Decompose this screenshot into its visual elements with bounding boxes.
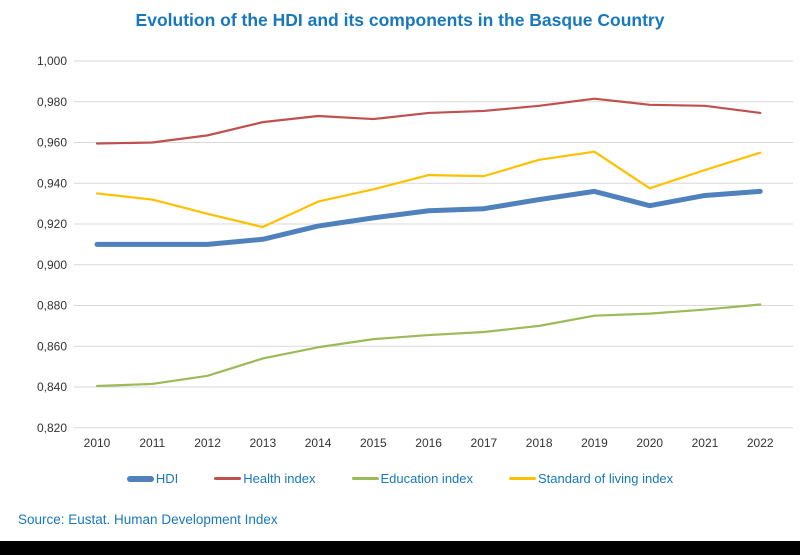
- legend-item-standard-of-living-index: Standard of living index: [509, 471, 673, 486]
- series-line-standard-of-living-index: [95, 150, 762, 229]
- series-line-education-index: [95, 303, 762, 388]
- y-axis-tick-label: 0,900: [37, 258, 67, 272]
- legend-label: HDI: [155, 471, 179, 486]
- x-axis-tick-label: 2021: [692, 436, 719, 450]
- x-axis-tick-label: 2012: [194, 436, 221, 450]
- legend-item-health-index: Health index: [214, 471, 316, 486]
- x-axis-tick-label: 2013: [249, 436, 276, 450]
- y-axis-tick-label: 1,000: [37, 54, 67, 68]
- y-axis-tick-label: 0,920: [37, 217, 67, 231]
- x-axis-tick-label: 2022: [747, 436, 774, 450]
- x-axis-tick-label: 2016: [415, 436, 442, 450]
- legend-item-hdi: HDI: [126, 471, 179, 486]
- legend-swatch: [214, 477, 242, 480]
- source-note: Source: Eustat. Human Development Index: [18, 512, 278, 527]
- chart-title: Evolution of the HDI and its components …: [135, 10, 665, 30]
- legend-label: Standard of living index: [538, 471, 674, 486]
- series-line-hdi: [94, 188, 763, 247]
- x-axis-tick-label: 2017: [471, 436, 498, 450]
- y-axis-tick-label: 0,940: [37, 176, 67, 190]
- line-chart-plot-area: 1,000 0,980 0,960 0,940 0,920 0,900 0,880 0,860…: [37, 54, 793, 450]
- y-axis-tick-label: 0,960: [37, 136, 67, 150]
- legend-swatch: [509, 477, 537, 480]
- y-axis-tick-label: 0,880: [37, 299, 67, 313]
- legend-label: Health index: [243, 471, 316, 486]
- chart-legend: HDI Health index Education index Standard o…: [0, 471, 800, 486]
- legend-swatch: [126, 475, 154, 482]
- y-axis-tick-label: 0,840: [37, 380, 67, 394]
- y-axis-tick-label: 0,980: [37, 95, 67, 109]
- x-axis-tick-label: 2020: [636, 436, 663, 450]
- x-axis-tick-label: 2015: [360, 436, 387, 450]
- x-axis-tick-label: 2018: [526, 436, 553, 450]
- legend-label: Education index: [380, 471, 474, 486]
- legend-item-education-index: Education index: [351, 471, 474, 486]
- series-line-health-index: [95, 97, 762, 145]
- x-axis-tick-label: 2010: [84, 436, 111, 450]
- y-axis-tick-label: 0,820: [37, 421, 67, 435]
- x-axis-tick-label: 2011: [139, 436, 165, 450]
- y-axis-tick-label: 0,860: [37, 339, 67, 353]
- x-axis-tick-label: 2014: [305, 436, 332, 450]
- footer-black-bar: [0, 541, 800, 555]
- legend-swatch: [351, 477, 379, 480]
- x-axis-tick-label: 2019: [581, 436, 608, 450]
